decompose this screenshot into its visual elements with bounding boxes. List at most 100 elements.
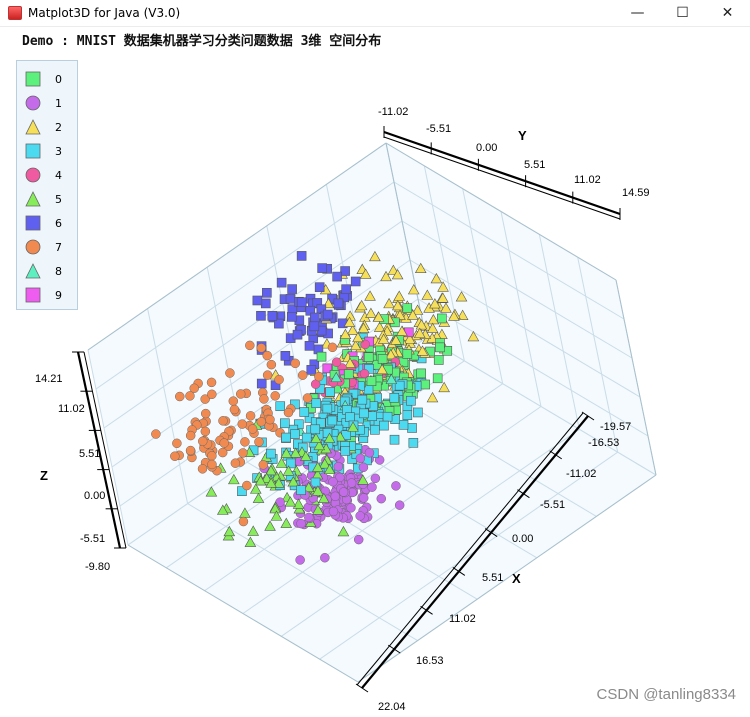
data-point-2 xyxy=(346,324,359,335)
data-point-6 xyxy=(286,312,297,322)
data-point-6 xyxy=(280,351,291,361)
data-point-3 xyxy=(394,380,405,391)
data-point-3 xyxy=(315,418,326,428)
data-point-4 xyxy=(360,339,370,350)
data-point-3 xyxy=(389,434,400,445)
x-tick xyxy=(581,411,595,421)
data-point-3 xyxy=(310,477,321,488)
data-point-5 xyxy=(282,465,295,476)
data-point-7 xyxy=(270,391,280,401)
z-axis-line xyxy=(76,351,122,549)
y-axis-label: Y xyxy=(518,128,527,143)
data-point-7 xyxy=(245,340,255,351)
data-point-1 xyxy=(346,503,356,513)
data-point-7 xyxy=(327,342,338,353)
data-point-5 xyxy=(254,475,267,486)
data-point-1 xyxy=(376,493,387,504)
data-point-6 xyxy=(317,263,327,273)
x-tick-label: 0.00 xyxy=(512,533,533,545)
grid-line xyxy=(417,298,649,437)
data-point-3 xyxy=(296,485,306,495)
data-point-6 xyxy=(287,284,297,294)
data-point-0 xyxy=(420,379,431,390)
data-point-2 xyxy=(394,309,406,320)
data-point-5 xyxy=(312,504,324,515)
box-edge xyxy=(615,279,657,476)
data-point-5 xyxy=(284,496,297,507)
data-point-7 xyxy=(170,451,180,461)
watermark: CSDN @tanling8334 xyxy=(596,686,736,703)
data-point-6 xyxy=(260,298,271,309)
grid-line xyxy=(147,308,189,504)
data-point-1 xyxy=(320,552,330,563)
data-point-2 xyxy=(376,363,388,375)
legend-marker-icon xyxy=(25,215,41,231)
data-point-7 xyxy=(283,407,294,418)
maximize-button[interactable]: ☐ xyxy=(676,5,689,21)
data-point-5 xyxy=(223,525,236,537)
data-point-2 xyxy=(349,339,362,351)
grid-line xyxy=(206,267,248,463)
z-tick-label: -5.51 xyxy=(80,533,105,545)
data-point-7 xyxy=(175,391,185,402)
x-tick-label: 11.02 xyxy=(449,613,476,625)
grid-line xyxy=(266,225,308,421)
data-point-5 xyxy=(265,464,277,476)
z-tick-label: 0.00 xyxy=(84,490,105,502)
grid-line xyxy=(409,259,641,398)
data-point-7 xyxy=(198,436,208,447)
data-point-1 xyxy=(330,491,341,502)
legend-label: 4 xyxy=(55,168,62,182)
data-point-3 xyxy=(340,446,351,456)
minimize-button[interactable]: — xyxy=(630,5,645,21)
data-point-7 xyxy=(254,437,264,447)
data-point-7 xyxy=(314,371,324,382)
window-titlebar: Matplot3D for Java (V3.0) — ☐ ✕ xyxy=(0,0,750,27)
data-point-6 xyxy=(256,378,267,389)
z-axis-label: Z xyxy=(40,468,48,483)
chart-title: Demo : MNIST 数据集机器学习分类问题数据 3维 空间分布 xyxy=(22,34,382,49)
box-edge xyxy=(357,474,657,683)
data-point-1 xyxy=(355,453,366,464)
data-point-1 xyxy=(328,506,339,517)
data-point-5 xyxy=(311,461,324,472)
data-point-5 xyxy=(280,517,293,528)
data-point-3 xyxy=(389,392,400,403)
grid-line xyxy=(242,406,542,614)
data-point-3 xyxy=(382,411,393,422)
data-point-2 xyxy=(364,290,376,301)
window-controls: — ☐ ✕ xyxy=(615,0,750,26)
data-point-7 xyxy=(247,424,258,434)
scatter3d-chart[interactable]: -9.80 -5.51 0.00 5.51 11.02 14.21 Z -19.57 -16.5… xyxy=(0,26,750,717)
data-point-2 xyxy=(438,381,450,393)
data-point-3 xyxy=(359,408,369,419)
data-point-5 xyxy=(244,536,257,547)
grid-line xyxy=(246,461,478,600)
data-point-6 xyxy=(306,365,317,375)
data-point-5 xyxy=(228,473,240,485)
data-point-5 xyxy=(264,520,276,531)
data-point-1 xyxy=(370,473,381,484)
data-point-2 xyxy=(411,304,424,315)
grid-line xyxy=(577,257,619,453)
data-point-3 xyxy=(281,432,291,443)
data-point-6 xyxy=(304,341,315,351)
data-point-0 xyxy=(343,369,354,379)
data-point-5 xyxy=(312,485,324,496)
data-point-7 xyxy=(242,480,252,491)
data-point-3 xyxy=(398,420,409,430)
data-point-2 xyxy=(426,322,439,333)
close-button[interactable]: ✕ xyxy=(721,5,734,21)
data-point-6 xyxy=(350,276,361,287)
legend-marker-icon xyxy=(25,167,41,183)
grid-line xyxy=(425,337,657,476)
x-tick xyxy=(355,683,369,693)
data-point-2 xyxy=(413,327,426,338)
data-point-6 xyxy=(285,294,296,304)
data-point-6 xyxy=(340,266,350,276)
legend-marker-icon xyxy=(25,119,41,135)
legend-marker-icon xyxy=(25,239,41,255)
data-point-7 xyxy=(237,419,247,429)
grid-line xyxy=(500,211,542,407)
y-tick-label: 0.00 xyxy=(476,142,497,154)
